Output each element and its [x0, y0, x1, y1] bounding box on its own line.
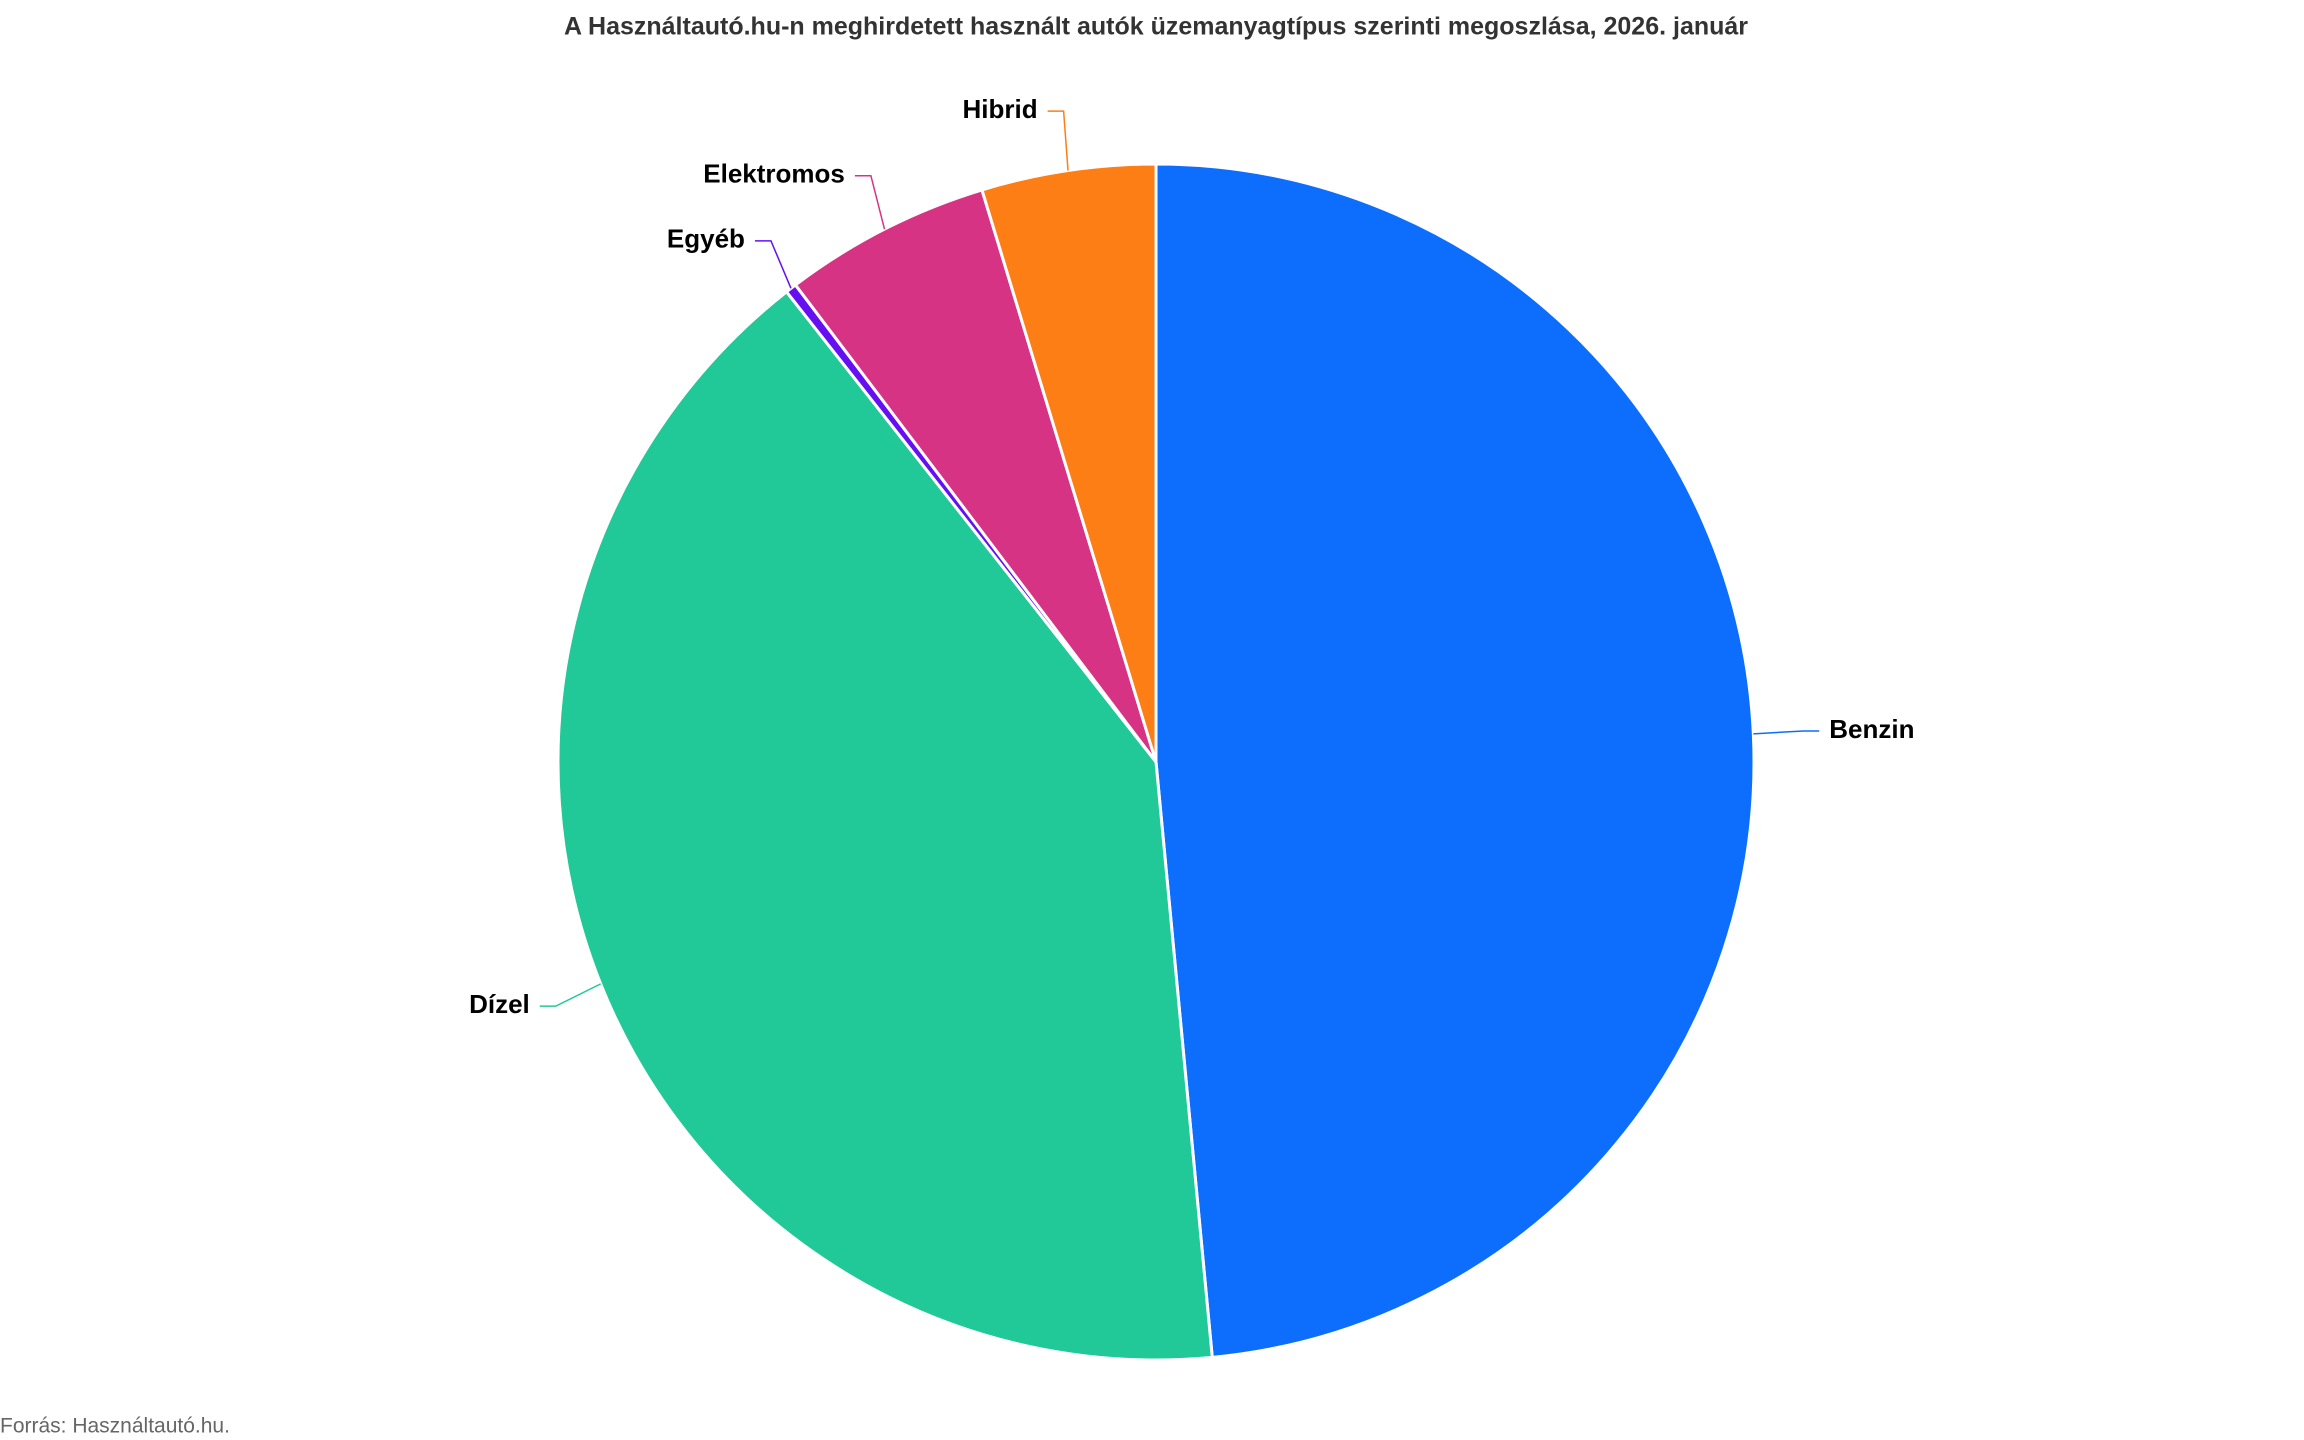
leader-line [539, 983, 602, 1007]
pie-slice [1154, 162, 1756, 1359]
slice-label: Egyéb [667, 224, 745, 254]
pie-slice [980, 162, 1158, 763]
leader-line [1753, 730, 1820, 735]
leader-line [754, 240, 792, 289]
source-note: Forrás: Használtautó.hu. [0, 1415, 230, 1438]
leader-line [1047, 110, 1069, 171]
slice-label: Hibrid [963, 94, 1038, 124]
slice-label: Benzin [1829, 714, 1914, 744]
slice-label: Dízel [469, 989, 530, 1019]
pie-slice [793, 188, 1158, 763]
chart-title: A Használtautó.hu-n meghirdetett használ… [564, 13, 1748, 41]
slice-label: Elektromos [703, 159, 845, 189]
leader-line [854, 174, 886, 230]
